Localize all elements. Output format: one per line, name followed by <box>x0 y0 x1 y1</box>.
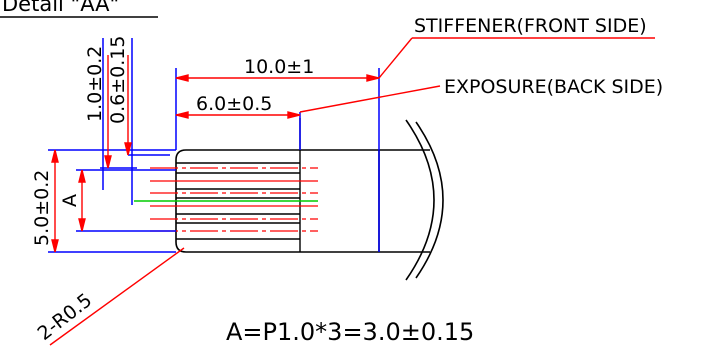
conductor-centerlines <box>150 167 318 232</box>
top-left-2-label: 0.6±0.15 <box>107 36 129 124</box>
corner-radius-label: 2-R0.5 <box>34 289 97 345</box>
arrowhead <box>51 239 59 253</box>
dimension-lines <box>51 55 380 253</box>
pitch-formula: A=P1.0*3=3.0±0.15 <box>226 318 474 346</box>
arrowhead <box>366 74 380 82</box>
pitch-a-label: A <box>59 194 81 207</box>
leader-lines <box>49 37 655 346</box>
arrowhead <box>51 149 59 163</box>
top-left-1-label: 1.0±0.2 <box>84 46 106 122</box>
connector-outline <box>175 119 444 281</box>
arrowhead <box>78 218 86 232</box>
arrowhead <box>124 142 132 156</box>
width-exposure-label: 6.0±0.5 <box>196 93 272 115</box>
break-arc-outer <box>405 119 435 281</box>
detail-title: Detail "AA" <box>2 0 119 16</box>
corner-radius-leader <box>49 247 185 346</box>
stiffener-leader <box>378 37 413 79</box>
arrowhead <box>104 155 112 169</box>
arrowhead <box>175 111 189 119</box>
arrowhead <box>78 169 86 183</box>
stiffener-label: STIFFENER(FRONT SIDE) <box>414 15 647 37</box>
arrowhead <box>175 74 189 82</box>
break-arc-inner <box>415 121 444 279</box>
height-total-label: 5.0±0.2 <box>31 170 53 246</box>
exposure-label: EXPOSURE(BACK SIDE) <box>444 76 663 98</box>
width-total-label: 10.0±1 <box>244 56 314 78</box>
exposure-leader <box>299 85 441 113</box>
blue-reference-lines <box>48 38 380 253</box>
arrowhead <box>287 111 301 119</box>
conductor-lines <box>176 162 300 240</box>
